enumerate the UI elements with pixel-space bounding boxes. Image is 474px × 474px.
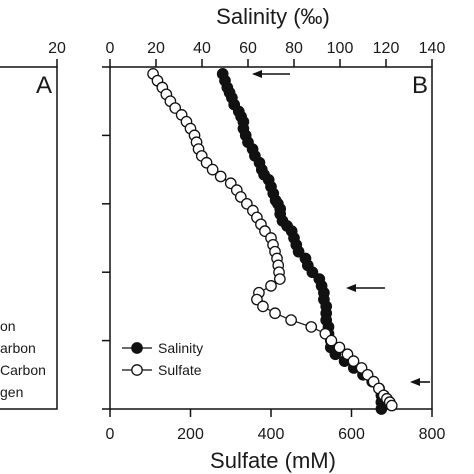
bottom-axis-title: Sulfate (mM) (210, 448, 336, 473)
bottom-tick-label: 400 (258, 426, 285, 443)
legend-label: Sulfate (158, 362, 202, 378)
panel-a-letter: A (36, 72, 52, 99)
annotation-arrow (346, 284, 385, 292)
annotation-arrow (252, 70, 290, 78)
legend-item-sulfate: Sulfate (122, 362, 202, 378)
data-point-sulfate (285, 314, 297, 326)
panel-a-legend: on arbon Carbon gen (0, 318, 46, 400)
panel-b-letter: B (412, 72, 428, 99)
data-point-sulfate (269, 307, 281, 320)
data-point-sulfate (325, 334, 338, 347)
panel-a-legend-label: Carbon (0, 362, 46, 378)
data-point-salinity (306, 266, 319, 279)
legend-marker (131, 342, 143, 354)
data-point-sulfate (257, 300, 269, 313)
bottom-tick-label: 0 (106, 426, 115, 443)
panel-a-legend-label: arbon (0, 340, 36, 356)
bottom-tick-label: 200 (177, 426, 204, 443)
panel-a-top-tick: 20 (48, 40, 66, 57)
data-point-salinity (375, 403, 388, 415)
series-layer (147, 67, 398, 415)
annotation-arrow (410, 378, 430, 386)
panel-a: 20 A on arbon Carbon gen (0, 40, 66, 410)
data-point-sulfate (333, 341, 346, 354)
top-tick-label: 100 (327, 40, 354, 57)
top-axis-title: Salinity (‰) (216, 4, 330, 29)
data-point-sulfate (274, 273, 286, 285)
data-point-sulfate (347, 355, 360, 367)
arrow-annotations (252, 70, 430, 386)
data-point-sulfate (206, 163, 219, 176)
bottom-axis-ticks: 0 200 400 600 800 (106, 409, 446, 443)
data-point-sulfate (265, 280, 277, 292)
legend-item-salinity: Salinity (122, 340, 203, 356)
top-tick-label: 20 (147, 40, 165, 57)
data-point-sulfate (385, 399, 398, 412)
top-tick-label: 120 (373, 40, 400, 57)
bottom-tick-label: 600 (338, 426, 365, 443)
data-point-sulfate (214, 170, 227, 183)
panel-a-legend-label: gen (0, 384, 23, 400)
panel-b-legend: Salinity Sulfate (122, 340, 203, 378)
legend-marker (131, 364, 143, 376)
top-tick-label: 40 (193, 40, 211, 57)
panel-b: 0 20 40 60 80 100 120 140 0 200 400 600 800 B Salin… (102, 40, 445, 443)
top-axis-ticks: 0 20 40 60 80 100 120 140 (106, 40, 446, 67)
data-point-salinity (292, 245, 305, 258)
data-point-sulfate (305, 321, 318, 333)
left-axis-ticks (102, 66, 110, 410)
panel-a-frame (0, 66, 58, 410)
top-tick-label: 80 (285, 40, 303, 57)
top-tick-label: 60 (239, 40, 257, 57)
top-tick-label: 140 (419, 40, 446, 57)
panel-a-legend-label: on (0, 318, 16, 334)
top-tick-label: 0 (106, 40, 115, 57)
bottom-tick-label: 800 (419, 426, 446, 443)
legend-label: Salinity (158, 340, 203, 356)
